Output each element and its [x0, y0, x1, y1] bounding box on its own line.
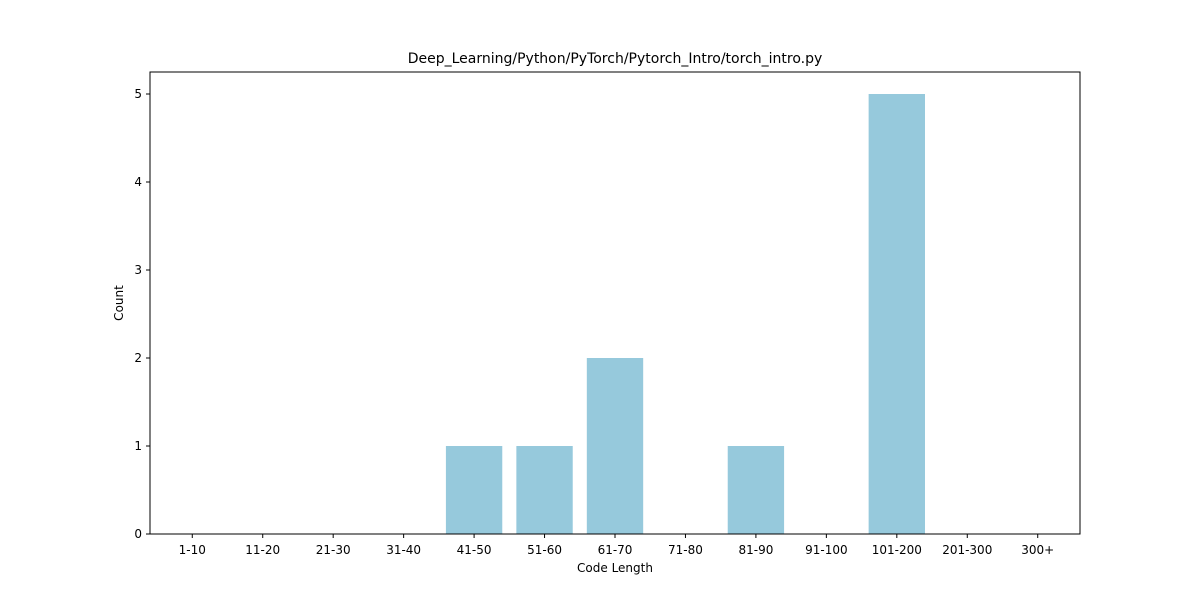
y-tick-label: 0: [134, 527, 142, 541]
bar: [516, 446, 573, 534]
bar: [445, 446, 503, 534]
bar: [868, 94, 925, 534]
x-tick-label: 61-70: [598, 543, 633, 557]
x-tick-label: 41-50: [457, 543, 492, 557]
x-tick-label: 101-200: [872, 543, 922, 557]
x-axis-label: Code Length: [577, 561, 653, 575]
chart-title: Deep_Learning/Python/PyTorch/Pytorch_Int…: [408, 51, 823, 67]
x-tick-label: 31-40: [386, 543, 421, 557]
bar: [727, 446, 785, 534]
y-axis-label: Count: [112, 285, 126, 321]
x-tick-label: 91-100: [805, 543, 848, 557]
bars-group: [445, 94, 925, 534]
x-tick-label: 81-90: [738, 543, 773, 557]
y-tick-label: 4: [134, 175, 142, 189]
bar: [586, 358, 644, 534]
x-axis-ticks: 1-10 11-20 21-30 31-40 41-50 51-60 61-70 71-80 8…: [179, 534, 1054, 557]
x-tick-label: 51-60: [527, 543, 562, 557]
x-tick-label: 1-10: [179, 543, 206, 557]
y-tick-label: 1: [134, 439, 142, 453]
x-tick-label: 300+: [1021, 543, 1054, 557]
y-tick-label: 3: [134, 263, 142, 277]
y-axis-ticks: 0 1 2 3 4 5: [134, 87, 150, 541]
x-tick-label: 21-30: [316, 543, 351, 557]
x-tick-label: 11-20: [245, 543, 280, 557]
y-tick-label: 2: [134, 351, 142, 365]
x-tick-label: 201-300: [942, 543, 992, 557]
x-tick-label: 71-80: [668, 543, 703, 557]
y-tick-label: 5: [134, 87, 142, 101]
